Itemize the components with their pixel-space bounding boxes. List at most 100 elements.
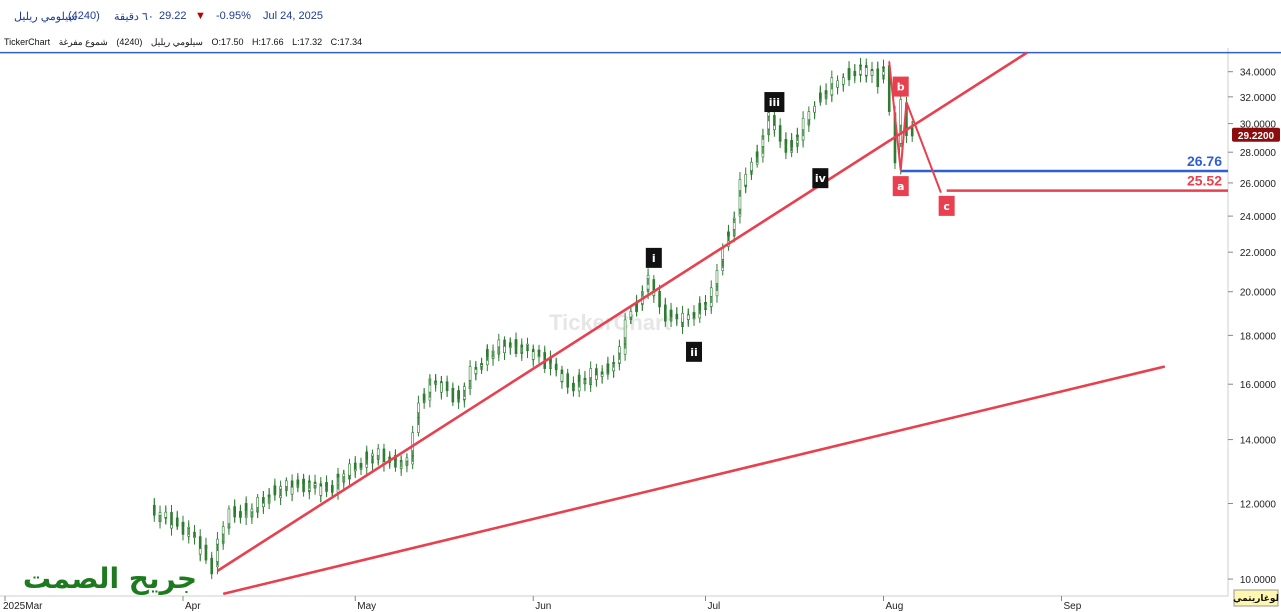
candle-body-92 [325,489,328,492]
log-scale-button-label[interactable]: لوغاريتمي [1233,594,1279,604]
candle-body-380 [876,79,880,88]
candle-body-362 [842,77,845,85]
wave-badge-ii [686,341,703,362]
wave-label-a: a [897,180,904,193]
candle-body-338 [796,134,799,138]
candle-body-356 [830,77,834,84]
header-bar: سيلومي ريليل (4240) ٦٠ دقيقة 29.22 ▼ -0.… [0,0,1281,34]
last-price-tag-bg [1232,127,1280,142]
ohlc-open: O:17.50 [211,37,244,47]
candle-body-218 [566,385,569,388]
candle-body-35 [216,538,219,545]
levels-layer: 26.76 25.52 [900,153,1228,192]
level-label-1: 25.52 [1187,173,1222,189]
candle-body-98 [336,473,340,478]
candle-body-236 [600,374,604,377]
candle-body-89 [319,485,323,496]
plot-background [0,48,1281,612]
y-tick-label-9: 16.0000 [1240,380,1277,391]
candle-body-191 [514,342,518,354]
candle-body-14 [175,521,179,527]
abc-path [888,61,942,193]
candle-body-20 [187,526,191,529]
x-tick-label-2: May [357,601,376,612]
candle-body-167 [468,366,472,381]
candle-body-65 [273,485,277,496]
y-axis: 34.0000 32.0000 30.0000 28.0000 26.0000 24.00… [1228,68,1276,586]
candles-layer [152,57,914,580]
candle-body-335 [790,140,793,148]
candle-body-251 [629,311,633,318]
candle-body-17 [181,523,185,535]
wave-label-ii: ii [690,346,698,359]
wave-badge-i [645,247,662,268]
last-price-tag: 29.2200 [1232,127,1280,142]
candle-body-260 [646,274,650,279]
candle-body-269 [664,314,667,322]
candle-body-86 [313,483,317,486]
log-scale-button-bg[interactable] [1233,589,1279,607]
wave-badge-c [938,195,955,216]
candle-body-170 [474,369,478,374]
candle-body-398 [910,127,914,137]
candle-body-182 [497,339,501,348]
candle-body-137 [411,432,414,451]
change-percent: -0.95% [216,10,251,22]
interval[interactable]: ٦٠ دقيقة [114,11,154,23]
y-tick-label-4: 26.0000 [1240,179,1277,190]
candle-body-215 [560,373,564,382]
wave-label-c: c [943,200,950,213]
candle-body-221 [572,388,575,392]
wave-badge-iv [812,168,829,189]
candle-body-146 [428,378,432,381]
candle-body-392 [899,99,903,126]
trendline-1 [222,365,1166,596]
log-scale-button[interactable]: لوغاريتمي [1233,589,1279,607]
candle-body-275 [675,314,679,319]
candle-body-116 [371,453,374,457]
candle-body-158 [451,395,455,403]
candle-body-311 [744,173,747,186]
ohlc-bar: TickerChart سيلومي ريليل (4240) شموع مفر… [4,37,368,48]
candle-body-230 [589,368,592,378]
header-date: Jul 24, 2025 [263,10,323,22]
candle-body-80 [302,481,305,493]
ohlc-close: C:17.34 [330,37,363,47]
candle-body-323 [767,112,770,117]
candle-body-368 [853,71,857,76]
candle-body-5 [158,512,162,516]
candle-body-227 [583,377,587,381]
candle-body-173 [480,364,483,367]
candle-body-329 [778,139,782,142]
candle-body-272 [669,309,673,318]
ohlc-brand: TickerChart [4,37,51,47]
candle-body-71 [285,480,288,487]
candle-body-41 [227,508,231,524]
candle-body-83 [308,480,311,483]
symbol-name[interactable]: سيلومي ريليل [14,11,78,23]
candle-body-350 [819,92,822,100]
candle-body-290 [704,302,707,305]
symbol-code[interactable]: (4240) [68,10,100,22]
candle-body-50 [244,503,248,511]
ohlc-high: H:17.66 [252,37,284,47]
y-tick-label-0: 34.0000 [1240,68,1277,79]
candle-body-194 [520,344,524,348]
y-tick-label-2: 30.0000 [1240,120,1277,131]
candle-body-107 [353,469,357,472]
candle-body-377 [870,70,874,76]
candle-body-188 [508,346,512,348]
candle-body-389 [893,151,897,164]
y-tick-label-1: 32.0000 [1240,93,1277,104]
x-axis: 2025Mar Apr May Jun Jul Aug Sep [3,596,1082,612]
candle-body-2 [152,504,156,516]
candle-body-176 [486,349,489,358]
candle-body-8 [164,511,168,518]
candle-body-242 [612,362,615,364]
x-tick-label-4: Jul [707,601,720,612]
candle-body-344 [807,111,811,120]
candle-body-131 [399,460,403,462]
wave-badge-a [892,176,909,197]
